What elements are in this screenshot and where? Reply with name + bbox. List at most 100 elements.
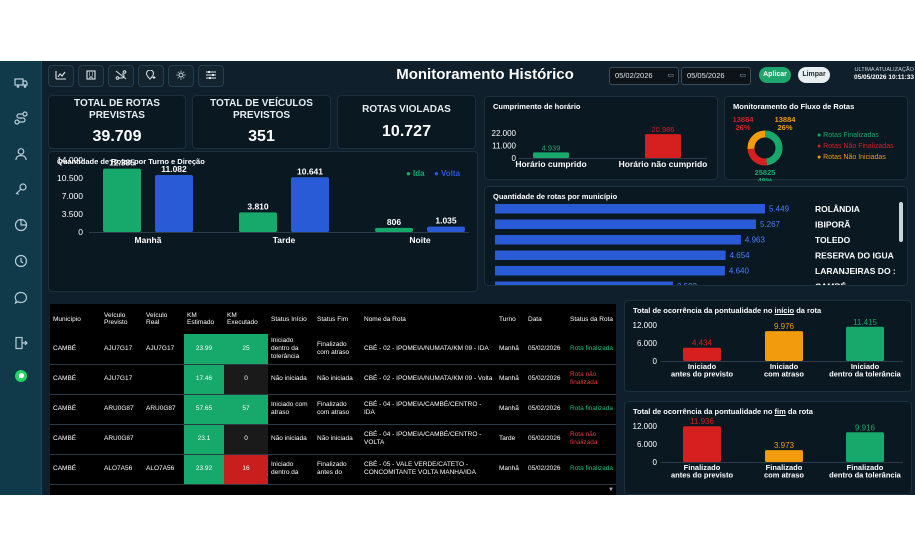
- table-header: Município Veículo Previsto Veículo Real KM …: [50, 304, 616, 334]
- data-label: 4.640: [729, 267, 750, 276]
- chart-title: Total de ocorrência da pontualidade no f…: [633, 407, 813, 416]
- y-tick-label: 0: [653, 458, 658, 467]
- table-row[interactable]: CAMBÉ AJU7G17 AJU7G17 23.99 25 Iniciado dentr…: [50, 334, 616, 365]
- clock-icon[interactable]: [11, 254, 31, 274]
- route-off-icon[interactable]: [108, 65, 134, 87]
- sliders-icon[interactable]: [198, 65, 224, 87]
- table-cell: AJU7G17: [143, 334, 184, 365]
- start-date-input[interactable]: 05/02/2026 ▭: [609, 67, 679, 85]
- column-header[interactable]: Município: [50, 304, 101, 334]
- chart-line-icon[interactable]: [48, 65, 74, 87]
- table-body: CAMBÉ AJU7G17 AJU7G17 23.99 25 Iniciado dentr…: [50, 334, 616, 485]
- kpi-rotas-previstas: TOTAL DE ROTAS PREVISTAS 39.709: [48, 95, 186, 149]
- table-cell: Rota finalizada: [567, 454, 616, 485]
- scroll-down-icon[interactable]: ▼: [608, 487, 614, 493]
- table-cell: 23.1: [184, 424, 224, 455]
- chart-title: Cumprimento de horário: [493, 102, 581, 111]
- y-tick-label: 12.000: [633, 422, 658, 431]
- page-title: Monitoramento Histórico: [396, 66, 574, 83]
- column-header[interactable]: Status da Rota: [567, 304, 616, 334]
- bar-ida: [375, 227, 413, 232]
- table-cell: 05/02/2026: [525, 334, 567, 365]
- category-label: IBIPORÃ: [815, 220, 850, 230]
- data-label: 4.939: [542, 143, 561, 152]
- y-tick-label: 6.000: [637, 440, 658, 449]
- end-date-input[interactable]: 05/05/2026 ▭: [681, 67, 751, 85]
- bar-pontualidade: [765, 331, 803, 361]
- table-cell: Finalizado antes do: [314, 454, 361, 485]
- bar-municipio: [495, 235, 741, 245]
- kpi-veiculos-previstos: TOTAL DE VEÍCULOS PREVISTOS 351: [192, 95, 331, 149]
- x-category-label: Tarde: [273, 235, 296, 245]
- x-category-label: com atraso: [764, 370, 804, 379]
- table-row[interactable]: CAMBÉ ARU0G87 ARU0G87 57.65 57 Iniciado com a…: [50, 394, 616, 425]
- bar-ida: [239, 212, 277, 232]
- y-tick-label: 0: [512, 154, 517, 163]
- chart-title: Total de ocorrência da pontualidade no i…: [633, 306, 822, 315]
- x-category-label: Horário cumprido: [515, 159, 586, 169]
- user-icon[interactable]: [11, 147, 31, 167]
- category-label: LARANJEIRAS DO :: [815, 266, 896, 276]
- dashboard-app: Monitoramento Histórico 05/02/2026 ▭ 05/…: [0, 61, 915, 495]
- y-tick-label: 3.500: [62, 209, 84, 219]
- table-cell: Não iniciada: [268, 364, 314, 395]
- column-header[interactable]: Nome da Rota: [361, 304, 496, 334]
- column-header[interactable]: Veículo Real: [143, 304, 184, 334]
- column-header[interactable]: KM Estimado: [184, 304, 224, 334]
- municipio-scrollbar[interactable]: [899, 202, 903, 242]
- column-header[interactable]: Turno: [496, 304, 525, 334]
- clear-button[interactable]: Limpar: [798, 67, 830, 83]
- table-row[interactable]: CAMBÉ ARU0G87 23.1 0 Não iniciada Não iniciad…: [50, 424, 616, 455]
- data-label: 1.035: [435, 216, 457, 226]
- table-cell: Manhã: [496, 364, 525, 395]
- start-date-value: 05/02/2026: [615, 71, 653, 80]
- chart-pie-icon[interactable]: [11, 218, 31, 238]
- column-header[interactable]: Data: [525, 304, 567, 334]
- calendar-icon[interactable]: ▭: [667, 72, 674, 79]
- data-label: 10.641: [297, 166, 323, 176]
- truck-icon[interactable]: [11, 75, 31, 95]
- table-cell: 0: [224, 364, 268, 395]
- y-tick-label: 10.500: [57, 173, 83, 183]
- column-header[interactable]: Status Fim: [314, 304, 361, 334]
- column-header[interactable]: Status Início: [268, 304, 314, 334]
- sun-icon[interactable]: [168, 65, 194, 87]
- slice-value-label: 13884: [733, 115, 755, 124]
- kpi-title: ROTAS VIOLADAS: [362, 104, 451, 115]
- whatsapp-icon[interactable]: [11, 369, 31, 389]
- route-icon[interactable]: [11, 111, 31, 131]
- chat-icon[interactable]: [11, 291, 31, 311]
- bar-nao-cumprido: [645, 134, 681, 158]
- x-category-label: Iniciado: [688, 362, 717, 371]
- kpi-rotas-violadas: ROTAS VIOLADAS 10.727: [337, 95, 476, 149]
- table-cell: 0: [224, 424, 268, 455]
- column-header[interactable]: KM Executado: [224, 304, 268, 334]
- bar-municipio: [495, 204, 765, 214]
- table-row[interactable]: CAMBÉ AJU7G17 17.46 0 Não iniciada Não inicia…: [50, 364, 616, 395]
- table-cell: CAMBÉ: [50, 364, 101, 395]
- map-pin-plus-icon[interactable]: [138, 65, 164, 87]
- table-cell: Rota finalizada: [567, 394, 616, 425]
- legend-ida: ● Ida: [406, 169, 425, 178]
- data-label: 20.986: [652, 125, 675, 134]
- table-cell: 05/02/2026: [525, 394, 567, 425]
- table-cell: [143, 364, 184, 395]
- data-label: 3.810: [247, 201, 269, 211]
- chart-title: Quantidade de rotas por município: [493, 192, 618, 201]
- y-tick-label: 11.000: [492, 142, 516, 151]
- y-tick-label: 0: [78, 227, 83, 237]
- table-row[interactable]: CAMBÉ ALO7A56 ALO7A56 23.92 16 Iniciado dentr…: [50, 454, 616, 485]
- calendar-icon[interactable]: ▭: [739, 72, 746, 79]
- table-cell: 16: [224, 454, 268, 485]
- table-cell: Iniciado dentro da: [268, 454, 314, 485]
- key-icon[interactable]: [11, 182, 31, 202]
- cumprimento-chart: 22.000 11.000 0 4.939 Horário cumprido 20.986…: [492, 125, 708, 169]
- building-icon[interactable]: [78, 65, 104, 87]
- apply-button[interactable]: Aplicar: [759, 67, 791, 83]
- table-cell: 23.99: [184, 334, 224, 365]
- door-exit-icon[interactable]: [11, 336, 31, 356]
- column-header[interactable]: Veículo Previsto: [101, 304, 143, 334]
- slice-pct-label: 26%: [735, 123, 750, 132]
